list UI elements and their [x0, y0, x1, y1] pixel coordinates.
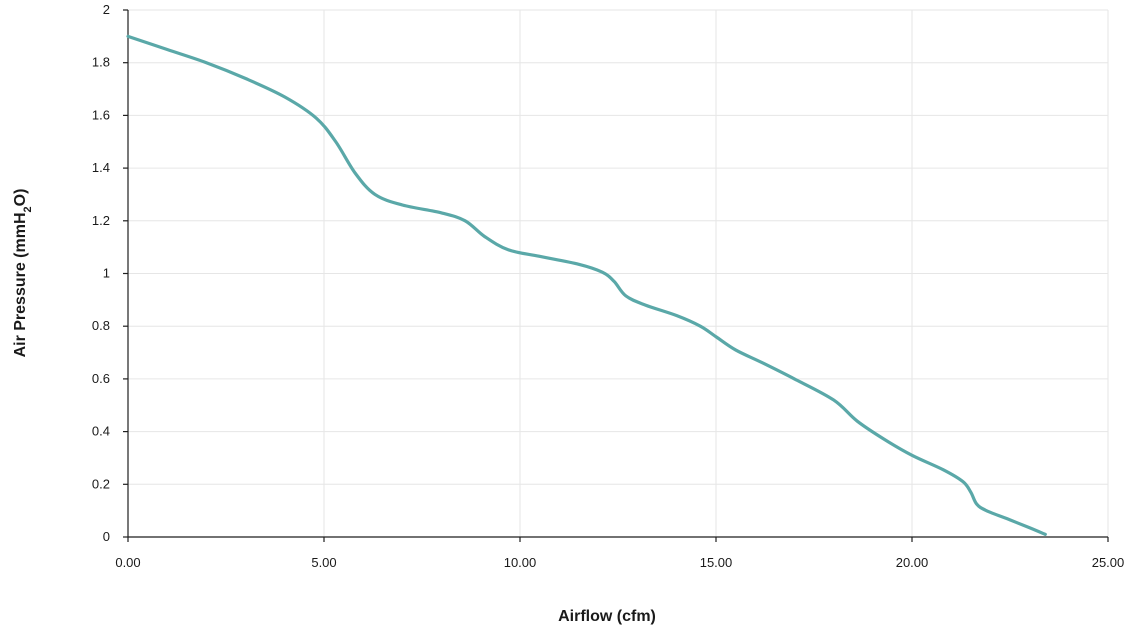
grid-lines — [128, 9, 1109, 537]
x-tick-label-3: 15.00 — [700, 555, 733, 570]
x-tick-label-0: 0.00 — [115, 555, 140, 570]
y-axis-title-suffix: O) — [12, 189, 29, 207]
y-tick-label-1: 0.2 — [92, 476, 110, 491]
y-axis-title-prefix: Air Pressure (mmH — [12, 212, 29, 357]
axes — [123, 9, 1109, 542]
y-tick-label-8: 1.6 — [92, 107, 110, 122]
series-line-0 — [126, 34, 1047, 536]
series-layer — [126, 34, 1047, 536]
x-tick-label-5: 25.00 — [1092, 555, 1125, 570]
y-tick-label-7: 1.4 — [92, 160, 110, 175]
y-axis-title: Air Pressure (mmH2O) — [12, 189, 34, 358]
y-tick-label-6: 1.2 — [92, 213, 110, 228]
y-tick-label-3: 0.6 — [92, 371, 110, 386]
tick-labels: 00.20.40.60.811.21.41.61.820.00 5.00 10.00… — [92, 2, 1124, 570]
y-tick-label-5: 1 — [103, 266, 110, 281]
y-tick-label-0: 0 — [103, 529, 110, 544]
x-tick-label-4: 20.00 — [896, 555, 929, 570]
x-tick-label-1: 5.00 — [311, 555, 336, 570]
x-tick-label-2: 10.00 — [504, 555, 537, 570]
y-tick-label-2: 0.4 — [92, 424, 110, 439]
y-tick-label-4: 0.8 — [92, 318, 110, 333]
y-tick-label-10: 2 — [103, 2, 110, 17]
x-axis-title: Airflow (cfm) — [558, 608, 656, 625]
y-tick-label-9: 1.8 — [92, 55, 110, 70]
y-axis-title-subscript: 2 — [22, 206, 34, 212]
